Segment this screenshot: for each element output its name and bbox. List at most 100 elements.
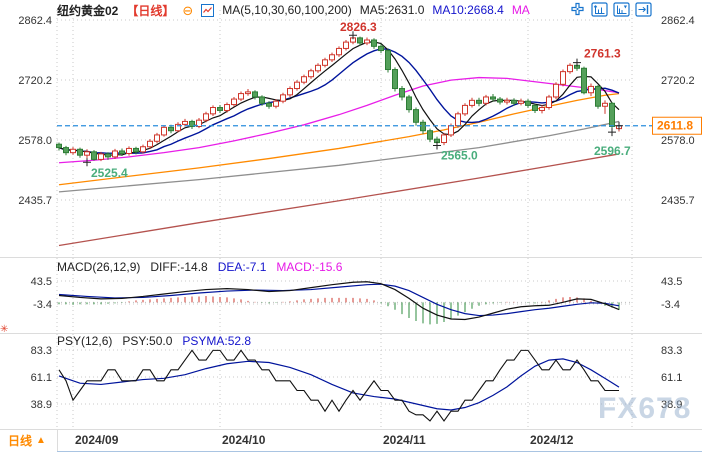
zoom-y-axis-button[interactable]	[591, 2, 608, 17]
price-marker-cross	[615, 121, 623, 130]
candle-body	[126, 147, 132, 155]
current-price-tag: 2611.8	[657, 119, 693, 133]
candle-body	[63, 147, 69, 154]
zoom-x-axis-button[interactable]	[613, 2, 630, 17]
candle-body	[189, 120, 195, 127]
y-axis-label: 83.3	[661, 345, 682, 357]
candle-body	[546, 96, 552, 109]
candle-body	[413, 109, 419, 123]
price-marker-cross	[433, 141, 441, 150]
candle-body	[532, 104, 538, 111]
candle-body	[98, 153, 104, 160]
candle-body	[315, 64, 321, 72]
macd-params-label: MACD(26,12,9)	[57, 260, 141, 274]
candle-body	[343, 41, 349, 49]
y-axis-label: 2720.2	[661, 75, 695, 87]
chart-header: 纽约黄金02 【日线】 ⊖ MA(5,10,30,60,100,200) MA5…	[57, 2, 530, 18]
psy-header: PSY(12,6) PSY:50.0 PSYMA:52.8	[57, 334, 251, 348]
candle-body	[224, 104, 230, 111]
go-to-latest-button[interactable]	[635, 2, 652, 17]
y-axis-label: -3.4	[33, 299, 52, 311]
candle-body	[203, 113, 209, 121]
candle-body	[182, 120, 188, 125]
month-label: 2024/11	[383, 433, 426, 447]
ma-line-MA30	[58, 76, 620, 164]
candle-body	[273, 100, 279, 107]
candle-body	[336, 47, 342, 56]
month-label: 2024/12	[530, 433, 574, 447]
dea-line	[58, 283, 620, 317]
ma-params-label: MA(5,10,30,60,100,200)	[222, 3, 352, 17]
minus-circle-icon[interactable]: ⊖	[182, 2, 194, 18]
kline-chart-icon[interactable]	[201, 3, 215, 17]
price-marker-cross	[349, 31, 357, 40]
psyma-value-label: PSYMA:52.8	[182, 334, 252, 348]
candle-body	[140, 146, 146, 153]
candle-body	[455, 113, 461, 127]
watermark: FX678	[598, 392, 692, 425]
price-annotation: 2565.0	[441, 148, 478, 162]
candle-body	[77, 148, 83, 156]
y-axis-label: 83.3	[31, 345, 52, 357]
candle-body	[504, 99, 510, 103]
ma-line-MA60	[58, 92, 620, 186]
psy-line	[58, 349, 619, 422]
candle-body	[245, 91, 251, 95]
candle-body	[602, 102, 608, 107]
candle-body	[588, 85, 594, 94]
candle-body	[210, 107, 216, 115]
candle-body	[483, 96, 489, 104]
candle-body	[252, 91, 258, 98]
candle-body	[217, 107, 223, 111]
price-marker-cross	[83, 158, 91, 167]
y-axis-label: 2578.0	[18, 135, 52, 147]
month-label: 2024/10	[222, 433, 266, 447]
triangle-up-icon: ▲	[36, 435, 46, 446]
move-crosshair-button[interactable]	[569, 2, 586, 17]
candle-body	[259, 96, 265, 104]
candle-body	[469, 99, 475, 106]
symbol-name: 纽约黄金02	[57, 3, 119, 18]
panel-handle-icon[interactable]: ✳	[0, 324, 9, 335]
candle-body	[133, 147, 139, 153]
candle-body	[231, 98, 237, 106]
ma5-value-label: MA5:2631.0	[359, 3, 425, 17]
candle-body	[147, 140, 153, 148]
candle-body	[539, 107, 545, 111]
price-annotation: 2525.4	[91, 166, 128, 180]
month-label: 2024/09	[75, 433, 119, 447]
candle-body	[371, 39, 377, 47]
candle-body	[525, 100, 531, 106]
candle-body	[518, 100, 524, 104]
psy-params-label: PSY(12,6)	[57, 334, 113, 348]
y-axis-label: 43.5	[661, 276, 682, 288]
candle-body	[238, 93, 244, 100]
y-axis-label: 2862.4	[18, 15, 52, 27]
macd-value-label: MACD:-15.6	[276, 260, 343, 274]
candle-body	[112, 150, 118, 158]
price-marker-cross	[573, 58, 581, 67]
y-axis-label: 2435.7	[661, 195, 695, 207]
ma-more-label: MA	[511, 3, 530, 17]
candle-body	[161, 126, 167, 136]
candle-body	[420, 121, 426, 132]
candle-body	[301, 76, 307, 83]
y-axis-label: 2578.0	[661, 135, 695, 147]
macd-header: MACD(26,12,9) DIFF:-14.8 DEA:-7.1 MACD:-…	[57, 260, 342, 274]
candle-body	[56, 143, 62, 149]
candle-body	[119, 150, 125, 155]
candle-body	[462, 104, 468, 115]
candle-body	[399, 88, 405, 98]
dea-value-label: DEA:-7.1	[217, 260, 267, 274]
psy-value-label: PSY:50.0	[122, 334, 173, 348]
candle-body	[266, 102, 272, 107]
candle-body	[476, 99, 482, 104]
y-axis-label: 38.9	[31, 399, 52, 411]
period-selector-tab[interactable]: 日线 ▲	[8, 432, 46, 449]
ma-line-MA100	[58, 120, 620, 193]
candle-body	[70, 148, 76, 154]
candle-body	[553, 83, 559, 98]
candle-body	[175, 123, 181, 132]
